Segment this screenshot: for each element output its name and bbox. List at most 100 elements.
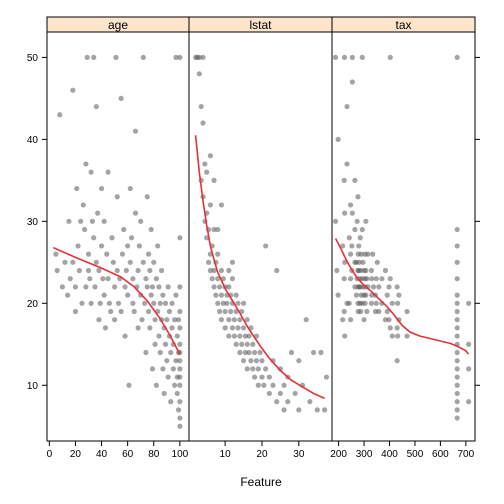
data-point xyxy=(196,71,202,77)
data-point xyxy=(387,276,393,282)
data-point xyxy=(53,251,59,257)
data-point xyxy=(211,267,217,274)
data-point xyxy=(177,382,183,388)
data-point xyxy=(266,390,272,397)
data-point xyxy=(356,243,362,249)
data-point xyxy=(160,366,166,372)
data-point xyxy=(175,317,182,323)
data-point xyxy=(261,382,267,388)
data-point xyxy=(454,300,460,306)
data-point xyxy=(216,308,223,315)
data-point xyxy=(379,276,385,282)
data-point xyxy=(384,292,390,298)
data-point xyxy=(96,267,102,274)
data-point xyxy=(211,226,217,233)
data-point xyxy=(386,284,392,290)
data-point xyxy=(270,382,276,388)
data-point xyxy=(323,374,330,380)
x-tick-label: 0 xyxy=(47,449,53,460)
data-point xyxy=(259,374,265,380)
data-point xyxy=(177,235,183,241)
data-point xyxy=(177,415,183,421)
data-point xyxy=(250,366,256,372)
data-point xyxy=(263,243,269,249)
data-point xyxy=(168,349,174,356)
y-tick-label: 30 xyxy=(27,217,39,228)
data-point xyxy=(292,390,298,397)
data-point xyxy=(88,300,94,306)
data-point xyxy=(66,218,72,224)
data-point xyxy=(139,317,145,323)
data-point xyxy=(237,349,243,356)
data-point xyxy=(281,407,287,413)
data-point xyxy=(118,308,124,315)
x-axis-title: Feature xyxy=(240,475,282,489)
points-age xyxy=(53,54,183,429)
data-point xyxy=(173,54,179,61)
data-point xyxy=(101,218,107,224)
data-point xyxy=(373,276,379,282)
data-point xyxy=(370,251,376,257)
data-point xyxy=(340,317,346,323)
data-point xyxy=(161,390,167,397)
data-point xyxy=(140,54,146,61)
data-point xyxy=(59,284,66,290)
y-axis: 10 20 30 40 50 xyxy=(27,53,480,392)
data-point xyxy=(454,226,460,233)
data-point xyxy=(466,300,472,306)
data-point xyxy=(144,194,150,200)
data-point xyxy=(454,54,460,61)
data-point xyxy=(88,169,94,175)
data-point xyxy=(175,407,182,413)
data-point xyxy=(454,349,460,356)
data-point xyxy=(454,292,460,298)
data-point xyxy=(349,243,355,249)
data-point xyxy=(72,308,79,315)
data-point xyxy=(341,276,347,282)
data-point xyxy=(266,374,272,380)
data-point xyxy=(229,276,236,282)
data-point xyxy=(454,374,460,380)
data-point xyxy=(250,341,256,347)
data-point xyxy=(226,267,232,274)
smooth-line-age xyxy=(52,246,181,355)
data-point xyxy=(108,308,114,315)
y-tick-label: 50 xyxy=(27,53,39,64)
data-point xyxy=(454,325,460,331)
data-point xyxy=(127,259,133,265)
data-point xyxy=(229,259,236,265)
data-point xyxy=(205,259,212,265)
data-point xyxy=(454,317,460,323)
data-point xyxy=(454,358,460,364)
data-point xyxy=(335,292,341,298)
data-point xyxy=(226,333,232,339)
data-point xyxy=(145,308,152,315)
data-point xyxy=(91,235,97,241)
data-point xyxy=(207,267,213,274)
data-point xyxy=(228,308,234,315)
data-point xyxy=(357,235,363,241)
data-point xyxy=(169,325,175,331)
data-point xyxy=(347,251,354,257)
data-point xyxy=(151,259,157,265)
data-point xyxy=(353,292,360,298)
data-point xyxy=(211,177,217,183)
data-point xyxy=(112,317,118,323)
data-point xyxy=(152,317,158,323)
data-point xyxy=(240,358,247,364)
data-point xyxy=(138,218,144,224)
data-point xyxy=(89,218,96,224)
data-point xyxy=(215,300,221,306)
data-point xyxy=(454,415,460,421)
data-point xyxy=(386,317,392,323)
data-point xyxy=(387,325,393,331)
data-point xyxy=(237,317,243,323)
data-point xyxy=(347,317,354,323)
data-point xyxy=(79,300,85,306)
data-point xyxy=(394,325,400,331)
data-point xyxy=(218,202,225,208)
data-point xyxy=(347,202,354,208)
data-point xyxy=(143,276,149,282)
strip-label-lstat: lstat xyxy=(249,18,272,32)
data-point xyxy=(85,267,92,274)
